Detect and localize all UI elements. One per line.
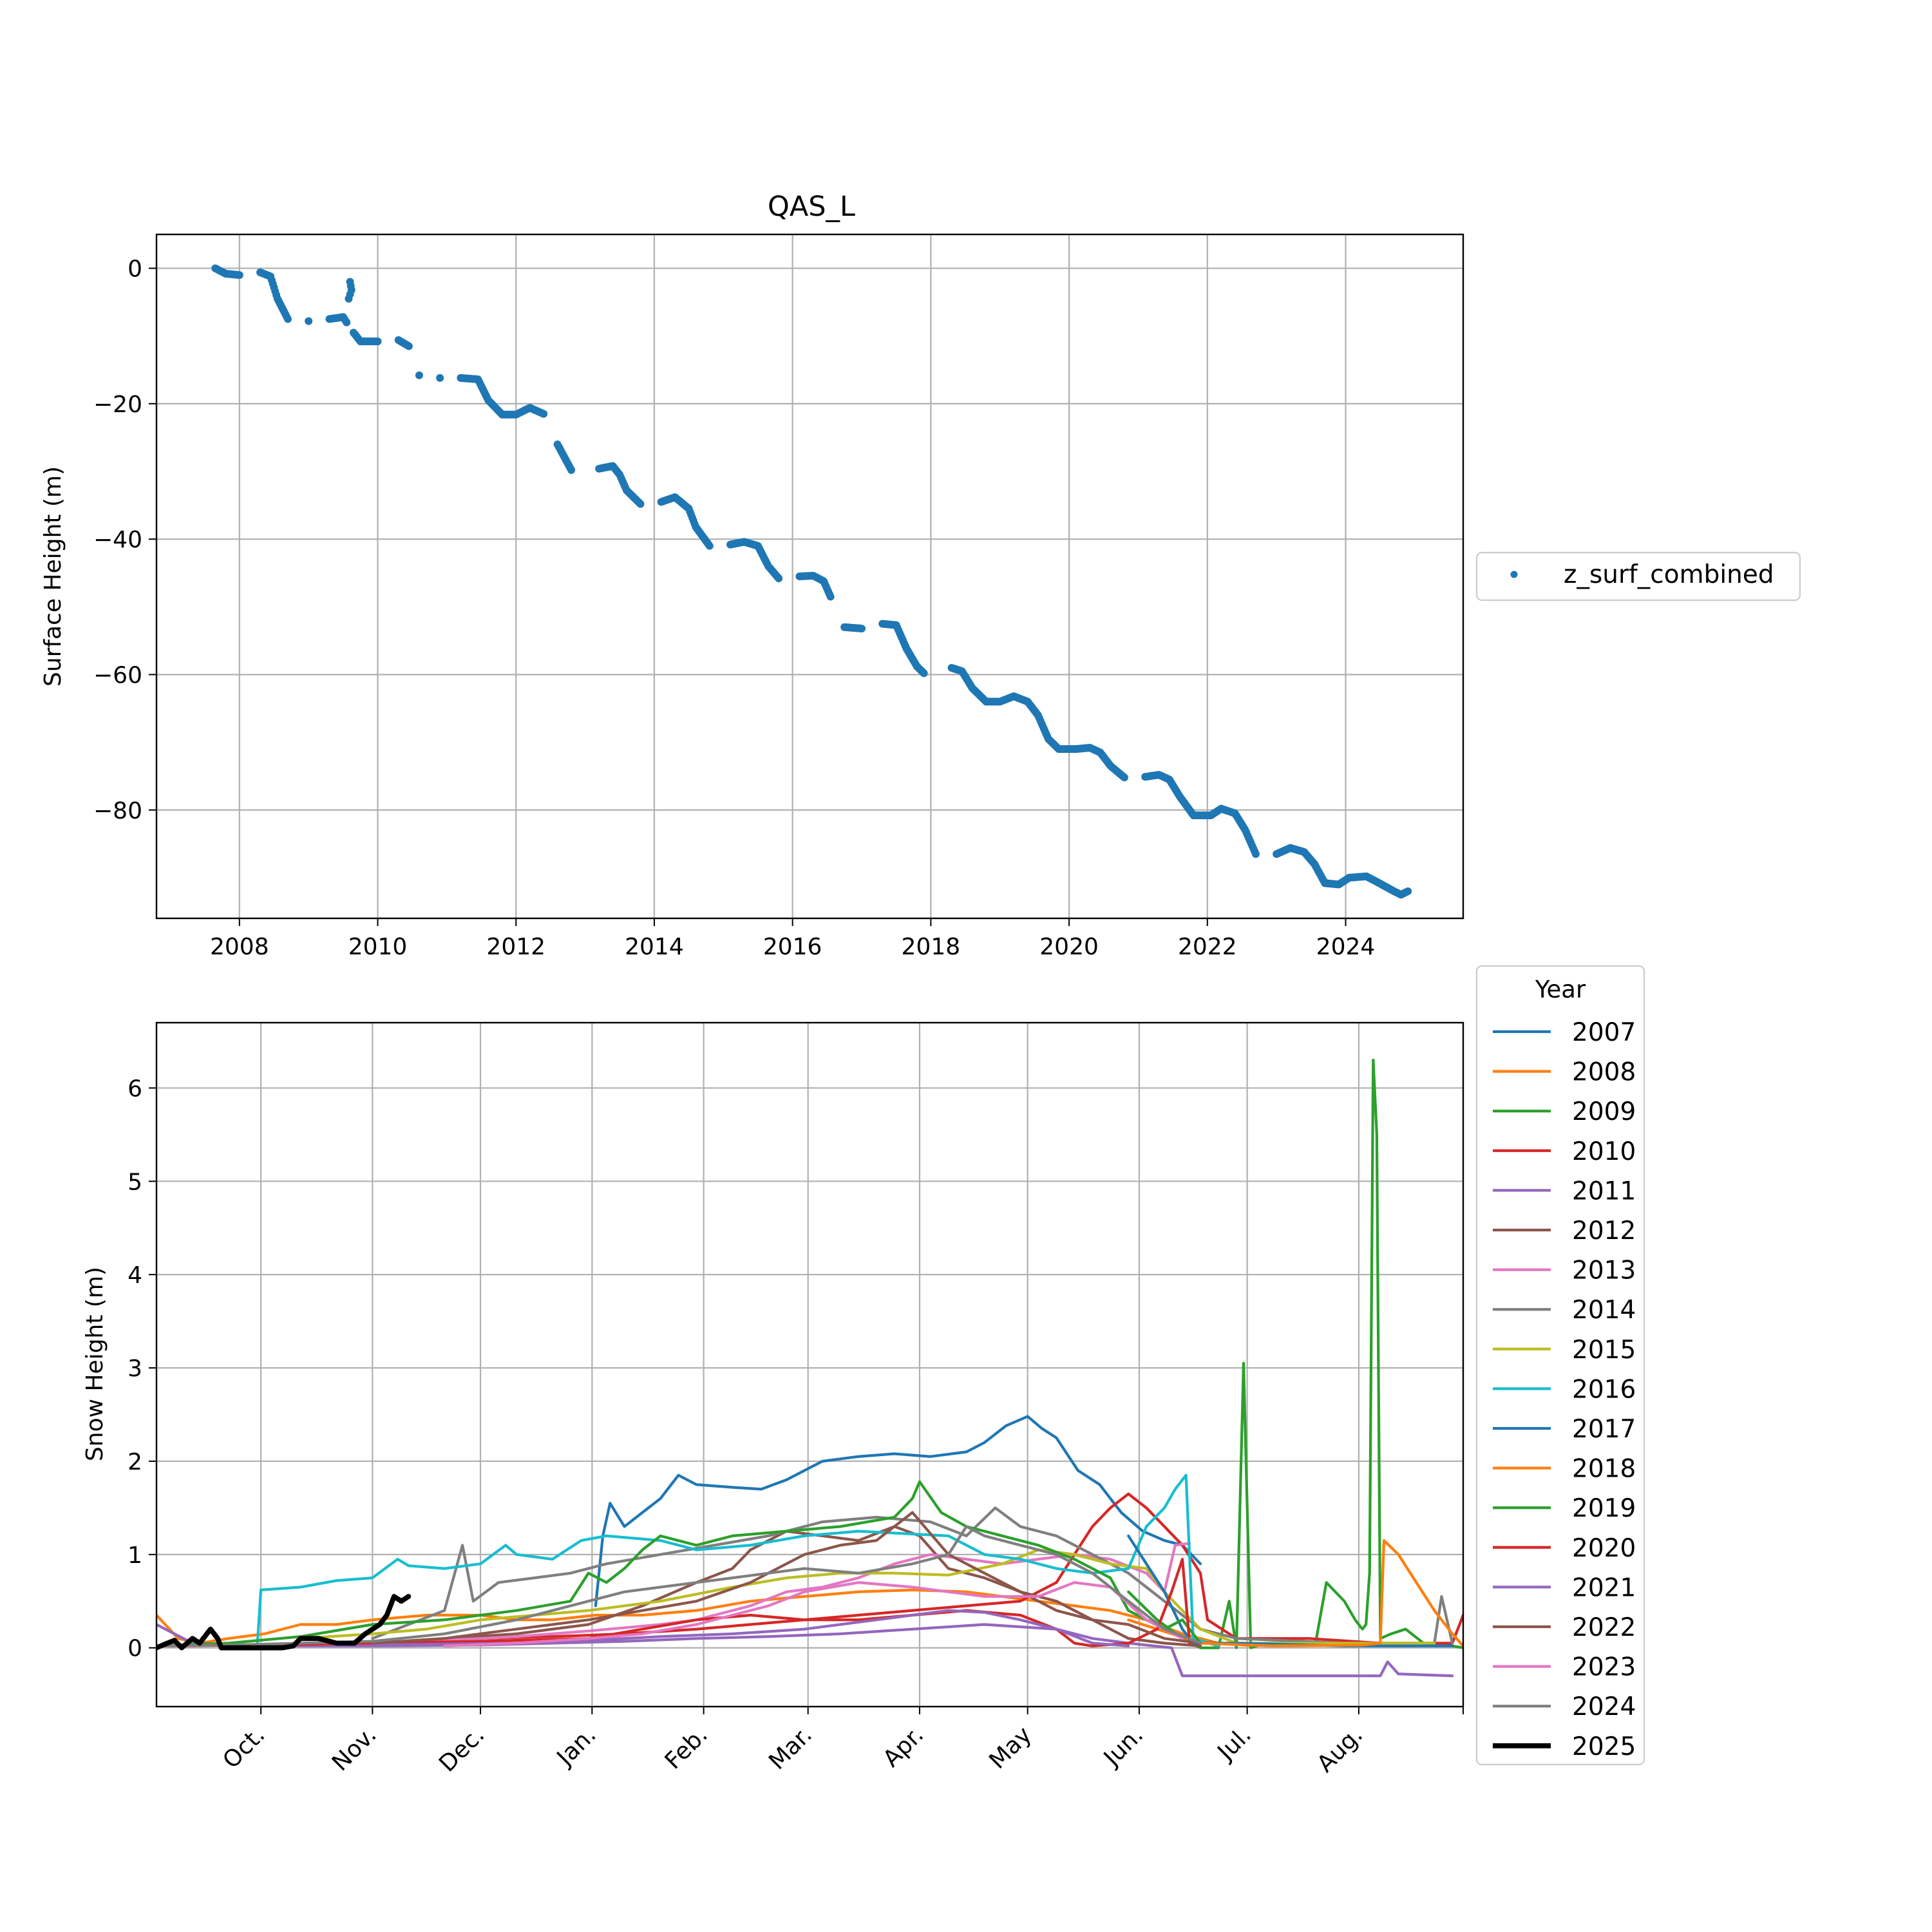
data-point <box>283 315 292 323</box>
top-y-tick-label: −60 <box>93 662 142 688</box>
chart-title: QAS_L <box>768 191 855 223</box>
snow-height-panel: Oct. Nov. Dec. Jan. Feb. Mar. Apr. May Jun. Jul. A… <box>82 965 1645 1777</box>
series-line-2007 <box>594 1415 1202 1607</box>
series-line-2012 <box>371 1525 1202 1647</box>
legend-label-2014: 2014 <box>1572 1296 1636 1325</box>
bottom-y-tick-label: 5 <box>128 1169 142 1195</box>
series-line-2024 <box>156 1525 1202 1647</box>
bottom-y-tick-label: 4 <box>128 1262 142 1289</box>
data-point <box>436 374 444 382</box>
top-x-tick-label: 2014 <box>625 934 684 960</box>
series-line-2008 <box>156 1588 1256 1647</box>
top-y-axis-label: Surface Height (m) <box>40 466 66 687</box>
legend-label-2010: 2010 <box>1572 1137 1636 1166</box>
series-line-2025 <box>156 1594 412 1651</box>
top-x-tick-label: 2010 <box>348 934 408 960</box>
top-x-tick-label: 2016 <box>763 934 822 960</box>
top-x-tick-label: 2020 <box>1039 934 1099 960</box>
bottom-y-tick-label: 3 <box>128 1356 142 1382</box>
bottom-y-tick-label: 1 <box>128 1542 142 1569</box>
top-x-ticks: 2008 2010 2012 2014 2016 2018 2020 2022 2024 <box>210 918 1375 960</box>
bottom-series <box>156 1058 1463 1678</box>
bottom-y-tick-label: 2 <box>128 1449 142 1475</box>
series-line-2016 <box>256 1473 1220 1647</box>
top-y-tick-label: −40 <box>93 527 142 553</box>
series-line-2019 <box>156 1480 1202 1647</box>
top-x-tick-label: 2024 <box>1316 934 1376 960</box>
top-legend-frame <box>1475 551 1801 601</box>
legend-label-2009: 2009 <box>1572 1097 1636 1126</box>
bottom-legend-items: 2007 2008 2009 2010 2011 2012 2013 2014 2015 2016… <box>1493 1018 1636 1761</box>
data-point <box>345 294 353 303</box>
legend-label-2013: 2013 <box>1572 1256 1636 1285</box>
series-line-2023 <box>443 1581 1184 1647</box>
series-line-2013 <box>371 1542 1191 1645</box>
legend-label-2019: 2019 <box>1572 1494 1636 1523</box>
legend-label-2020: 2020 <box>1572 1534 1636 1563</box>
legend-label-2021: 2021 <box>1572 1573 1636 1602</box>
bottom-legend-frame <box>1475 965 1645 1766</box>
top-legend-marker <box>1510 571 1518 578</box>
legend-label-2007: 2007 <box>1572 1018 1636 1047</box>
bottom-y-axis-label: Snow Height (m) <box>82 1267 108 1461</box>
top-series <box>211 264 1412 899</box>
top-y-tick-label: −20 <box>93 392 142 418</box>
legend-label-2008: 2008 <box>1572 1058 1636 1087</box>
data-point <box>374 337 382 346</box>
data-point <box>1404 887 1412 895</box>
legend-label-2017: 2017 <box>1572 1415 1636 1444</box>
data-point <box>415 371 423 379</box>
data-point <box>705 542 714 550</box>
data-point <box>305 317 313 325</box>
bottom-y-tick-label: 6 <box>128 1075 142 1102</box>
bottom-axes-frame <box>155 1021 1464 1708</box>
legend-label-2016: 2016 <box>1572 1375 1636 1404</box>
top-y-tick-label: 0 <box>128 256 142 283</box>
top-x-tick-label: 2018 <box>902 934 961 960</box>
data-point <box>1120 773 1128 782</box>
legend-label-2022: 2022 <box>1572 1613 1636 1642</box>
top-gridlines <box>156 234 1463 918</box>
top-y-ticks: 0 −20 −40 −60 −80 <box>93 256 156 824</box>
series-line-2018 <box>1127 1539 1463 1647</box>
legend-label-2025: 2025 <box>1572 1732 1636 1761</box>
top-legend: z_surf_combined <box>1475 551 1801 601</box>
data-point <box>636 500 645 508</box>
series-line-2009 <box>1127 1058 1463 1649</box>
data-point <box>775 574 783 583</box>
legend-label-2023: 2023 <box>1572 1653 1636 1682</box>
data-point <box>920 669 928 677</box>
legend-label-2011: 2011 <box>1572 1177 1636 1206</box>
data-point <box>567 466 576 474</box>
top-x-tick-label: 2022 <box>1178 934 1237 960</box>
data-point <box>858 624 866 632</box>
data-point <box>404 342 413 350</box>
legend-label-2024: 2024 <box>1572 1692 1636 1721</box>
data-point <box>1251 850 1260 858</box>
top-axes-frame <box>155 233 1464 920</box>
bottom-legend: Year 2007 2008 2009 2010 2011 2012 2013 2014 201… <box>1475 965 1645 1766</box>
data-point <box>343 318 351 327</box>
data-point <box>540 410 548 418</box>
top-legend-label: z_surf_combined <box>1564 560 1774 589</box>
top-x-tick-label: 2008 <box>210 934 269 960</box>
top-series-dots <box>211 264 1412 899</box>
top-x-tick-label: 2012 <box>486 934 545 960</box>
data-point <box>826 592 835 601</box>
bottom-legend-title: Year <box>1535 976 1586 1003</box>
bottom-y-ticks: 0 1 2 3 4 5 6 <box>128 1075 156 1662</box>
bottom-y-tick-label: 0 <box>128 1636 142 1662</box>
legend-label-2012: 2012 <box>1572 1217 1636 1245</box>
series-line-2022 <box>371 1511 1202 1645</box>
top-y-tick-label: −80 <box>93 798 142 824</box>
legend-label-2015: 2015 <box>1572 1336 1636 1365</box>
legend-label-2018: 2018 <box>1572 1455 1636 1484</box>
data-point <box>235 271 243 279</box>
surface-height-panel: QAS_L 2008 2010 2012 2014 2016 2018 2020 2022 20… <box>40 191 1801 960</box>
